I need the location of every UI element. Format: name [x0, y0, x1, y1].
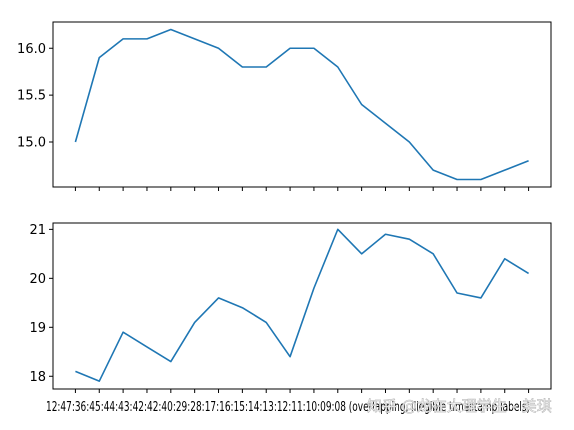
data-point [146, 346, 148, 348]
data-point [527, 272, 529, 274]
data-point [289, 47, 291, 49]
series-line [74, 28, 529, 181]
data-point [74, 141, 76, 143]
data-point [265, 321, 267, 323]
data-point [480, 297, 482, 299]
data-point [337, 66, 339, 68]
data-point [98, 380, 100, 382]
data-point [265, 66, 267, 68]
data-point [146, 38, 148, 40]
data-point [313, 47, 315, 49]
data-point [504, 258, 506, 260]
data-point [384, 122, 386, 124]
data-point [241, 66, 243, 68]
data-point [193, 321, 195, 323]
data-point [527, 160, 529, 162]
series-line [75, 228, 530, 382]
data-point [408, 141, 410, 143]
y-tick-label: 15.5 [17, 89, 46, 104]
data-point [408, 238, 410, 240]
axes-frame [52, 222, 552, 390]
bottom-x-tick-labels: 12:47:36:45:44:43:42:42:40:29:28:17:16:1… [46, 400, 530, 415]
data-point [193, 38, 195, 40]
data-point [217, 47, 219, 49]
data-point [432, 169, 434, 171]
data-point [289, 355, 291, 357]
top-subplot: 15.0 15.5 16.0 [17, 21, 552, 191]
watermark-text: 知乎 @龙在大理学生 - 美琪 [367, 397, 552, 415]
data-point [122, 38, 124, 40]
data-point [480, 178, 482, 180]
data-point [456, 292, 458, 294]
data-point [504, 169, 506, 171]
y-tick-label: 16.0 [17, 42, 46, 57]
data-point [432, 253, 434, 255]
data-point [360, 103, 362, 105]
axes-frame [52, 21, 552, 188]
data-point [241, 307, 243, 309]
bottom-subplot: 18 19 20 21 [29, 222, 552, 393]
data-point [74, 370, 76, 372]
data-point [456, 178, 458, 180]
data-point [98, 56, 100, 58]
y-tick-label: 18 [29, 370, 46, 385]
y-tick-label: 15.0 [17, 136, 46, 151]
data-point [217, 297, 219, 299]
data-point [337, 228, 339, 230]
y-tick-label: 19 [29, 321, 46, 336]
data-point [313, 287, 315, 289]
data-point [122, 331, 124, 333]
data-point [360, 253, 362, 255]
data-point [384, 233, 386, 235]
data-point [170, 360, 172, 362]
y-tick-label: 21 [29, 223, 46, 238]
data-point [170, 28, 172, 30]
y-tick-label: 20 [29, 272, 46, 287]
